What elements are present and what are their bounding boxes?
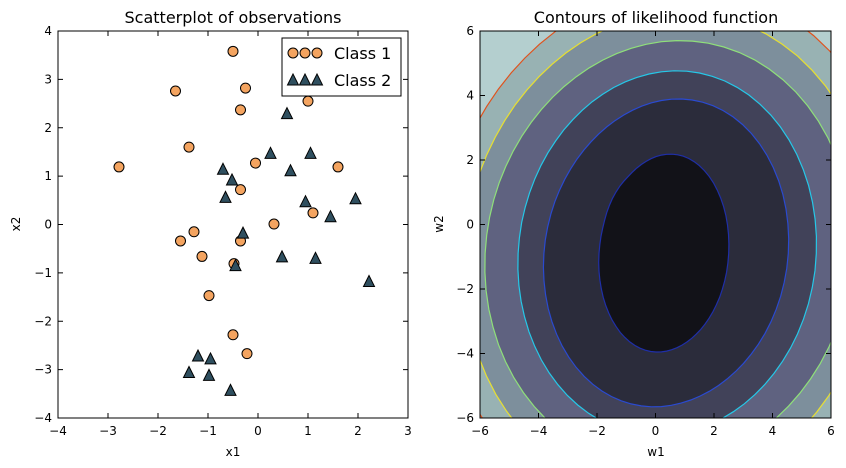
scatter-ticks: −4 −3 −2 −1 0 1 2 3 −4 −3 −2 −1 0 1 2 3 4 <box>34 24 412 438</box>
class-2-point <box>191 348 205 362</box>
class-2-point <box>362 274 376 288</box>
class-1-point <box>170 85 181 97</box>
scatter-ytick-label: 3 <box>44 72 52 86</box>
contour-xtick-label: 4 <box>769 424 777 438</box>
contour-ytick-label: 6 <box>466 24 474 38</box>
scatter-points <box>113 45 376 396</box>
contour-fills <box>480 31 831 418</box>
scatter-title: Scatterplot of observations <box>125 8 342 27</box>
scatter-xtick-label: −2 <box>149 424 167 438</box>
scatter-xtick-label: 3 <box>404 424 412 438</box>
legend-label-class-1: Class 1 <box>334 44 391 63</box>
class-2-point <box>236 226 250 239</box>
class-2-point <box>219 190 232 203</box>
legend-marker-class-1 <box>299 47 311 59</box>
class-1-point <box>241 348 253 360</box>
class-1-point <box>227 45 239 57</box>
scatter-ytick-label: 4 <box>44 24 52 38</box>
contour-ytick-label: −2 <box>456 282 474 296</box>
class-1-point <box>203 290 215 302</box>
contour-xtick-label: −6 <box>471 424 489 438</box>
scatter-xtick-label: 0 <box>254 424 262 438</box>
scatter-xtick-label: −1 <box>199 424 217 438</box>
class-2-point <box>202 368 216 381</box>
class-2-point <box>204 351 217 365</box>
contour-y-label: w2 <box>432 215 446 232</box>
scatter-plot: Scatterplot of observations −4 −3 −2 −1 0 1 2 3… <box>9 8 412 459</box>
class-2-point <box>349 191 362 205</box>
scatter-ytick-label: −2 <box>34 314 52 328</box>
contour-plot: Contours of likelihood function −6 −4 −2 0 2… <box>432 8 835 459</box>
legend-marker-class-2 <box>298 72 312 86</box>
class-2-point <box>284 163 297 177</box>
legend-marker-class-2 <box>286 72 300 86</box>
class-1-point <box>183 141 195 153</box>
contour-ytick-label: 4 <box>466 89 474 103</box>
legend-box <box>281 37 402 97</box>
scatter-ytick-label: −4 <box>34 411 52 425</box>
contour-x-label: w1 <box>647 445 664 459</box>
class-1-point <box>332 161 344 173</box>
legend-marker-class-2 <box>310 72 324 86</box>
class-2-point <box>324 209 337 223</box>
contour-xtick-label: 2 <box>710 424 718 438</box>
scatter-y-label: x2 <box>9 217 23 232</box>
contour-xtick-label: −2 <box>588 424 606 438</box>
scatter-ytick-label: 0 <box>44 218 52 232</box>
contour-xtick-label: 0 <box>652 424 660 438</box>
class-2-point <box>225 172 239 186</box>
class-1-point <box>240 82 251 94</box>
class-2-point <box>299 194 312 208</box>
class-1-point <box>227 329 239 341</box>
scatter-legend: Class 1 Class 2 <box>281 37 402 97</box>
scatter-ytick-label: 1 <box>44 169 52 183</box>
contour-level-6 <box>598 153 730 353</box>
contour-xtick-label: −4 <box>530 424 548 438</box>
class-1-point <box>268 218 280 230</box>
class-1-point <box>113 161 125 173</box>
contour-ytick-label: 2 <box>466 153 474 167</box>
scatter-ytick-label: −3 <box>34 363 52 377</box>
class-2-point <box>264 146 277 159</box>
contour-xtick-label: 6 <box>827 424 835 438</box>
scatter-xtick-label: 1 <box>304 424 312 438</box>
legend-markers <box>286 47 324 86</box>
class-2-point <box>280 106 294 120</box>
class-2-point <box>309 251 322 264</box>
contour-title: Contours of likelihood function <box>534 8 778 27</box>
class-1-point <box>235 104 246 116</box>
class-1-point <box>196 250 208 262</box>
contour-ticks: −6 −4 −2 0 2 4 6 −6 −4 −2 0 2 4 6 <box>456 24 835 438</box>
class-1-point <box>302 95 314 107</box>
legend-label-class-2: Class 2 <box>334 71 391 90</box>
scatter-xtick-label: −3 <box>99 424 117 438</box>
class-2-point <box>275 249 289 263</box>
class-2-point <box>229 258 242 272</box>
contour-ytick-label: 0 <box>466 218 474 232</box>
class-1-point <box>188 226 200 238</box>
class-2-point <box>224 383 237 396</box>
scatter-ytick-label: 2 <box>44 121 52 135</box>
contour-ytick-label: −4 <box>456 347 474 361</box>
scatter-xtick-label: 2 <box>354 424 362 438</box>
class-1-point <box>250 157 261 169</box>
class-1-point <box>307 207 319 219</box>
class-2-point <box>216 162 230 175</box>
class-1-point <box>175 235 186 247</box>
scatter-xtick-label: −4 <box>49 424 67 438</box>
class-2-point <box>182 365 196 378</box>
scatter-x-label: x1 <box>226 445 241 459</box>
class-1-point <box>235 184 246 196</box>
legend-marker-class-1 <box>287 47 299 59</box>
legend-marker-class-1 <box>311 47 323 59</box>
scatter-ytick-label: −1 <box>34 266 52 280</box>
contour-ytick-label: −6 <box>456 411 474 425</box>
class-2-point <box>304 146 317 159</box>
